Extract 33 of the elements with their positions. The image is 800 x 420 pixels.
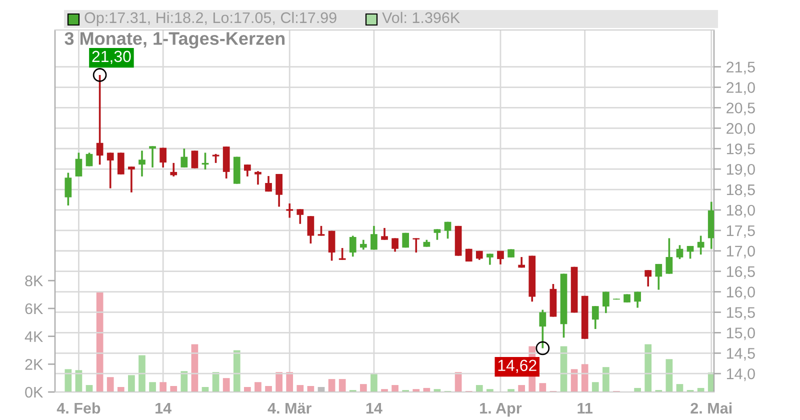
- y-tick-label: 0K: [25, 386, 44, 398]
- y2-tick-label: 15,0: [726, 328, 755, 340]
- y2-tick-label: 18,0: [726, 204, 755, 218]
- y-tick-label: 8K: [25, 275, 44, 286]
- x-tick-label: 14: [156, 402, 172, 414]
- y2-tick-label: 21,0: [726, 82, 755, 95]
- y2-tick-label: 20,0: [726, 123, 755, 136]
- y2-tick-label: 16,0: [726, 286, 755, 300]
- y2-tick-label: 21,5: [726, 62, 755, 74]
- y2-tick-label: 18,5: [726, 184, 755, 198]
- text: Op:17.31, Hi:18.2, Lo:17.05, Cl:17.99: [84, 12, 336, 26]
- x-tick-label: 11: [578, 402, 592, 414]
- y2-tick-label: 19,0: [726, 164, 755, 177]
- y2-tick-label: 20,5: [726, 102, 755, 116]
- annotation: 21,30: [92, 50, 131, 64]
- chart-title: 3 Monate, 1-Tages-Kerzen: [64, 32, 285, 49]
- y2-tick-label: 14,5: [726, 348, 755, 361]
- y2-tick-label: 16,5: [726, 266, 755, 279]
- y-tick-label: 4K: [24, 331, 44, 342]
- x-tick-label: 4. Mär: [268, 402, 312, 414]
- x-tick-label: 1. Apr: [480, 402, 522, 417]
- x-tick-label: 2. Mai: [690, 402, 732, 414]
- x-tick-label: 14: [366, 402, 382, 414]
- y-tick-label: 6K: [25, 303, 44, 314]
- text: Vol: 1.396K: [382, 12, 460, 24]
- y2-tick-label: 15,5: [726, 307, 755, 320]
- annotation: 14,62: [498, 360, 536, 373]
- x-tick-label: 4. Feb: [56, 402, 100, 414]
- y-tick-label: 2K: [25, 359, 44, 370]
- y2-tick-label: 17,5: [726, 225, 755, 238]
- y2-tick-label: 14,0: [726, 368, 755, 382]
- y2-tick-label: 19,5: [726, 143, 755, 156]
- y2-tick-label: 17,0: [726, 246, 755, 258]
